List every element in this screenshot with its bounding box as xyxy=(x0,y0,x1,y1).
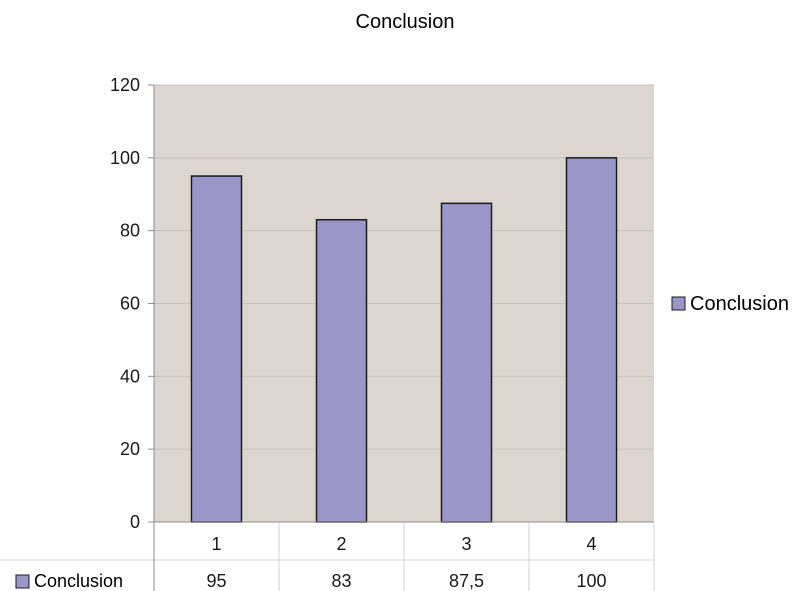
x-tick-label: 1 xyxy=(211,534,221,554)
chart-title: Conclusion xyxy=(356,11,455,33)
bars xyxy=(190,157,618,523)
table-cell-value: 87,5 xyxy=(449,571,484,591)
y-axis: 0 20 40 60 80 100 120 xyxy=(110,75,154,532)
legend-label: Conclusion xyxy=(690,293,789,315)
bar xyxy=(440,202,493,523)
table-cell-value: 100 xyxy=(576,571,606,591)
legend: Conclusion xyxy=(671,293,789,315)
data-table: Conclusion 1 2 3 4 95 83 87,5 100 xyxy=(0,522,655,591)
x-tick-label: 2 xyxy=(336,534,346,554)
y-tick-label: 0 xyxy=(130,512,140,532)
y-tick-label: 80 xyxy=(120,221,140,241)
x-tick-label: 4 xyxy=(586,534,596,554)
x-tick-label: 3 xyxy=(461,534,471,554)
y-tick-label: 100 xyxy=(110,148,140,168)
y-tick-label: 20 xyxy=(120,439,140,459)
table-series-key xyxy=(15,574,30,589)
bar xyxy=(315,218,368,523)
bar xyxy=(565,157,618,523)
table-row-label: Conclusion xyxy=(34,571,123,591)
table-cell-value: 95 xyxy=(206,571,226,591)
legend-swatch xyxy=(671,296,686,311)
table-cell-value: 83 xyxy=(331,571,351,591)
y-tick-label: 60 xyxy=(120,294,140,314)
y-tick-label: 40 xyxy=(120,366,140,386)
y-tick-label: 120 xyxy=(110,75,140,95)
bar xyxy=(190,175,243,523)
